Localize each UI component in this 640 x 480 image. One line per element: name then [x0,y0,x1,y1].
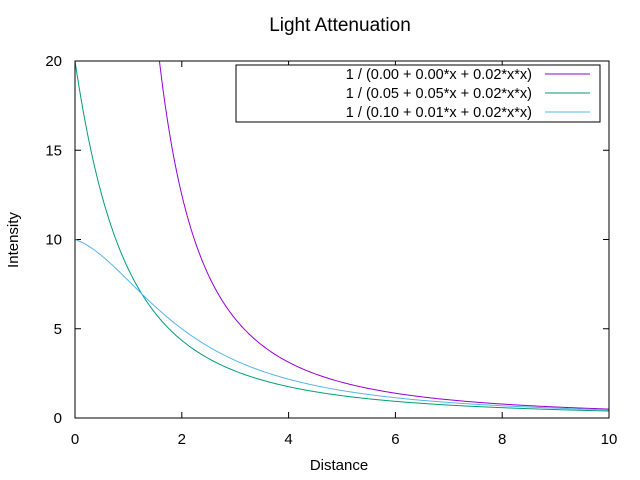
legend-label-1: 1 / (0.00 + 0.00*x + 0.02*x*x) [346,67,532,83]
y-tick-label: 10 [45,232,62,249]
x-tick-label: 8 [498,431,506,448]
y-tick-label: 0 [54,410,62,427]
series-line-1 [158,61,609,410]
y-tick-label: 15 [45,142,62,159]
x-tick-label: 4 [284,431,292,448]
series-line-3 [75,239,609,411]
legend-box [235,64,601,123]
chart-title: Light Attenuation [269,15,411,36]
x-axis-label: Distance [310,457,368,474]
legend-label-2: 1 / (0.05 + 0.05*x + 0.02*x*x) [346,86,532,102]
y-axis-label: Intensity [5,212,22,268]
y-tick-label: 5 [54,321,62,338]
legend: 1 / (0.00 + 0.00*x + 0.02*x*x) 1 / (0.05 … [235,64,601,123]
x-tick-label: 6 [391,431,399,448]
x-tick-label: 0 [71,431,79,448]
x-tick-label: 10 [601,431,618,448]
plot-frame [74,60,610,419]
series-lines [75,61,609,412]
y-tick-label: 20 [45,53,62,70]
x-tick-label: 2 [178,431,186,448]
series-line-2 [75,61,609,412]
legend-label-3: 1 / (0.10 + 0.01*x + 0.02*x*x) [346,105,532,121]
